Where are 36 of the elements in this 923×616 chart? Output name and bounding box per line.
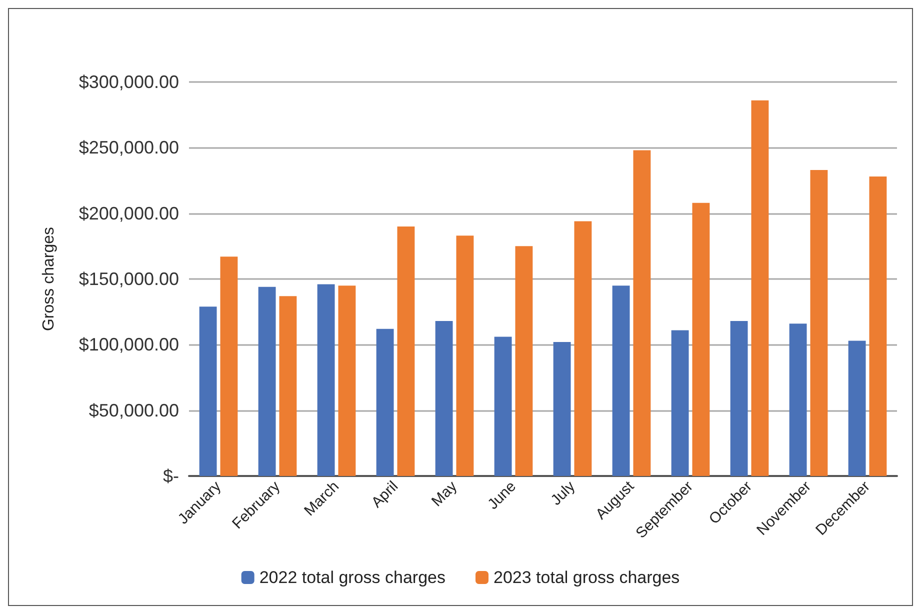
bar [199,306,217,476]
bar [671,330,689,476]
bar [869,176,887,476]
bar [220,256,238,476]
bar [751,100,769,476]
x-tick-label: July [548,478,579,509]
legend-label: 2023 total gross charges [494,568,680,587]
bar [848,340,866,476]
y-tick-label: $300,000.00 [78,72,179,92]
bar [633,150,651,476]
y-tick-label: $150,000.00 [78,269,179,289]
bar [692,202,710,476]
bar [789,324,807,476]
bar [397,226,415,476]
y-tick-label: $100,000.00 [78,334,179,355]
bar [376,328,394,476]
x-tick-label: May [428,478,461,510]
y-tick-label: $50,000.00 [88,400,179,420]
bar [494,336,512,476]
bar [279,296,297,476]
bar [553,342,571,476]
bar [574,221,592,476]
bar [612,286,630,476]
bar [810,170,828,476]
bar [338,286,356,476]
y-axis-title: Gross charges [40,226,58,332]
bar [258,286,276,476]
y-tick-label: $- [162,466,179,486]
bar [456,236,474,476]
bar [515,246,533,476]
bar [730,321,748,476]
bar [317,284,335,476]
bar [435,321,453,476]
legend-label: 2022 total gross charges [259,568,446,587]
y-tick-label: $250,000.00 [78,138,179,158]
y-tick-label: $200,000.00 [78,203,179,224]
